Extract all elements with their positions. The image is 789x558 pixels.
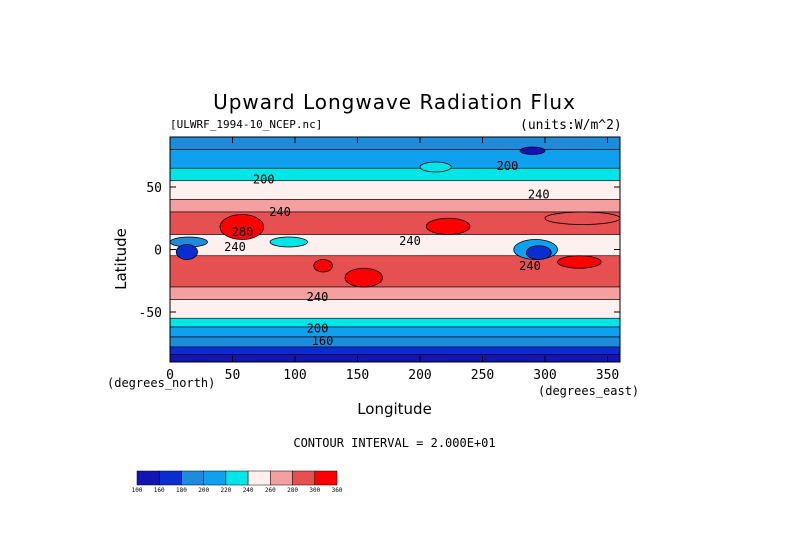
x-axis-unit: (degrees_east) [538, 384, 640, 398]
contour-label: 240 [269, 205, 291, 219]
colorbar-label: 240 [243, 487, 254, 494]
contour-label: 240 [224, 240, 246, 254]
flux-band [169, 286, 621, 300]
contour-label: 160 [312, 334, 334, 348]
flux-band [169, 255, 621, 288]
flux-band [169, 199, 621, 213]
colorbar-swatch [292, 470, 316, 486]
flux-region [544, 211, 621, 225]
colorbar-label: 280 [287, 487, 298, 494]
contour-label: 240 [528, 188, 550, 202]
contour-label: 280 [232, 225, 254, 239]
flux-band [169, 299, 621, 319]
flux-band [169, 354, 621, 363]
colorbar-label: 360 [332, 487, 343, 494]
colorbar-swatch [247, 470, 271, 486]
flux-region [425, 217, 471, 235]
contour-label: 240 [307, 290, 329, 304]
y-axis-unit: (degrees_north) [107, 376, 216, 390]
flux-region [519, 146, 546, 155]
x-tick-label: 50 [225, 368, 241, 383]
colorbar-swatch [158, 470, 182, 486]
x-tick-label: 150 [346, 368, 369, 383]
colorbar-swatch [136, 470, 160, 486]
contour-interval-note: CONTOUR INTERVAL = 2.000E+01 [293, 436, 496, 450]
contour-label: 240 [519, 259, 541, 273]
y-tick-label: 0 [154, 244, 162, 259]
flux-region [557, 255, 602, 269]
flux-region [269, 236, 308, 248]
colorbar-label: 260 [265, 487, 276, 494]
chart-title: Upward Longwave Radiation Flux [213, 90, 576, 114]
flux-region [219, 214, 265, 240]
x-tick-label: 350 [596, 368, 619, 383]
colorbar-swatch [225, 470, 249, 486]
colorbar-swatch [181, 470, 204, 486]
flux-band [169, 326, 621, 338]
flux-band [169, 136, 621, 150]
flux-region [419, 161, 452, 173]
colorbar-label: 200 [198, 487, 209, 494]
colorbar-label: 220 [220, 487, 231, 494]
colorbar-label: 100 [132, 487, 143, 494]
colorbar-swatch [314, 470, 338, 486]
flux-band [169, 167, 621, 182]
contour-label: 200 [253, 173, 275, 187]
colorbar-label: 180 [176, 487, 187, 494]
colorbar-label: 160 [154, 487, 165, 494]
flux-band [169, 336, 621, 348]
contour-label: 200 [497, 159, 519, 173]
flux-band [169, 346, 621, 355]
x-tick-label: 100 [283, 368, 306, 383]
colorbar-label: 300 [309, 487, 320, 494]
colorbar-swatch [203, 470, 227, 486]
units-label: (units:W/m^2) [520, 118, 622, 133]
flux-band [169, 149, 621, 169]
y-tick-label: -50 [139, 306, 162, 321]
x-axis-label: Longitude [357, 400, 432, 418]
colorbar-swatch [270, 470, 293, 486]
x-tick-label: 0 [166, 368, 174, 383]
x-tick-label: 300 [533, 368, 556, 383]
y-tick-label: 50 [146, 181, 162, 196]
contour-label: 240 [399, 234, 421, 248]
contour-label: 200 [307, 321, 329, 335]
flux-band [169, 317, 621, 328]
x-tick-label: 250 [471, 368, 494, 383]
flux-region [344, 267, 383, 288]
flux-region [313, 259, 333, 273]
x-tick-label: 200 [408, 368, 431, 383]
flux-region [175, 244, 198, 260]
flux-band [169, 180, 621, 200]
flux-region [525, 245, 552, 260]
source-filename: [ULWRF_1994-10_NCEP.nc] [170, 118, 323, 131]
